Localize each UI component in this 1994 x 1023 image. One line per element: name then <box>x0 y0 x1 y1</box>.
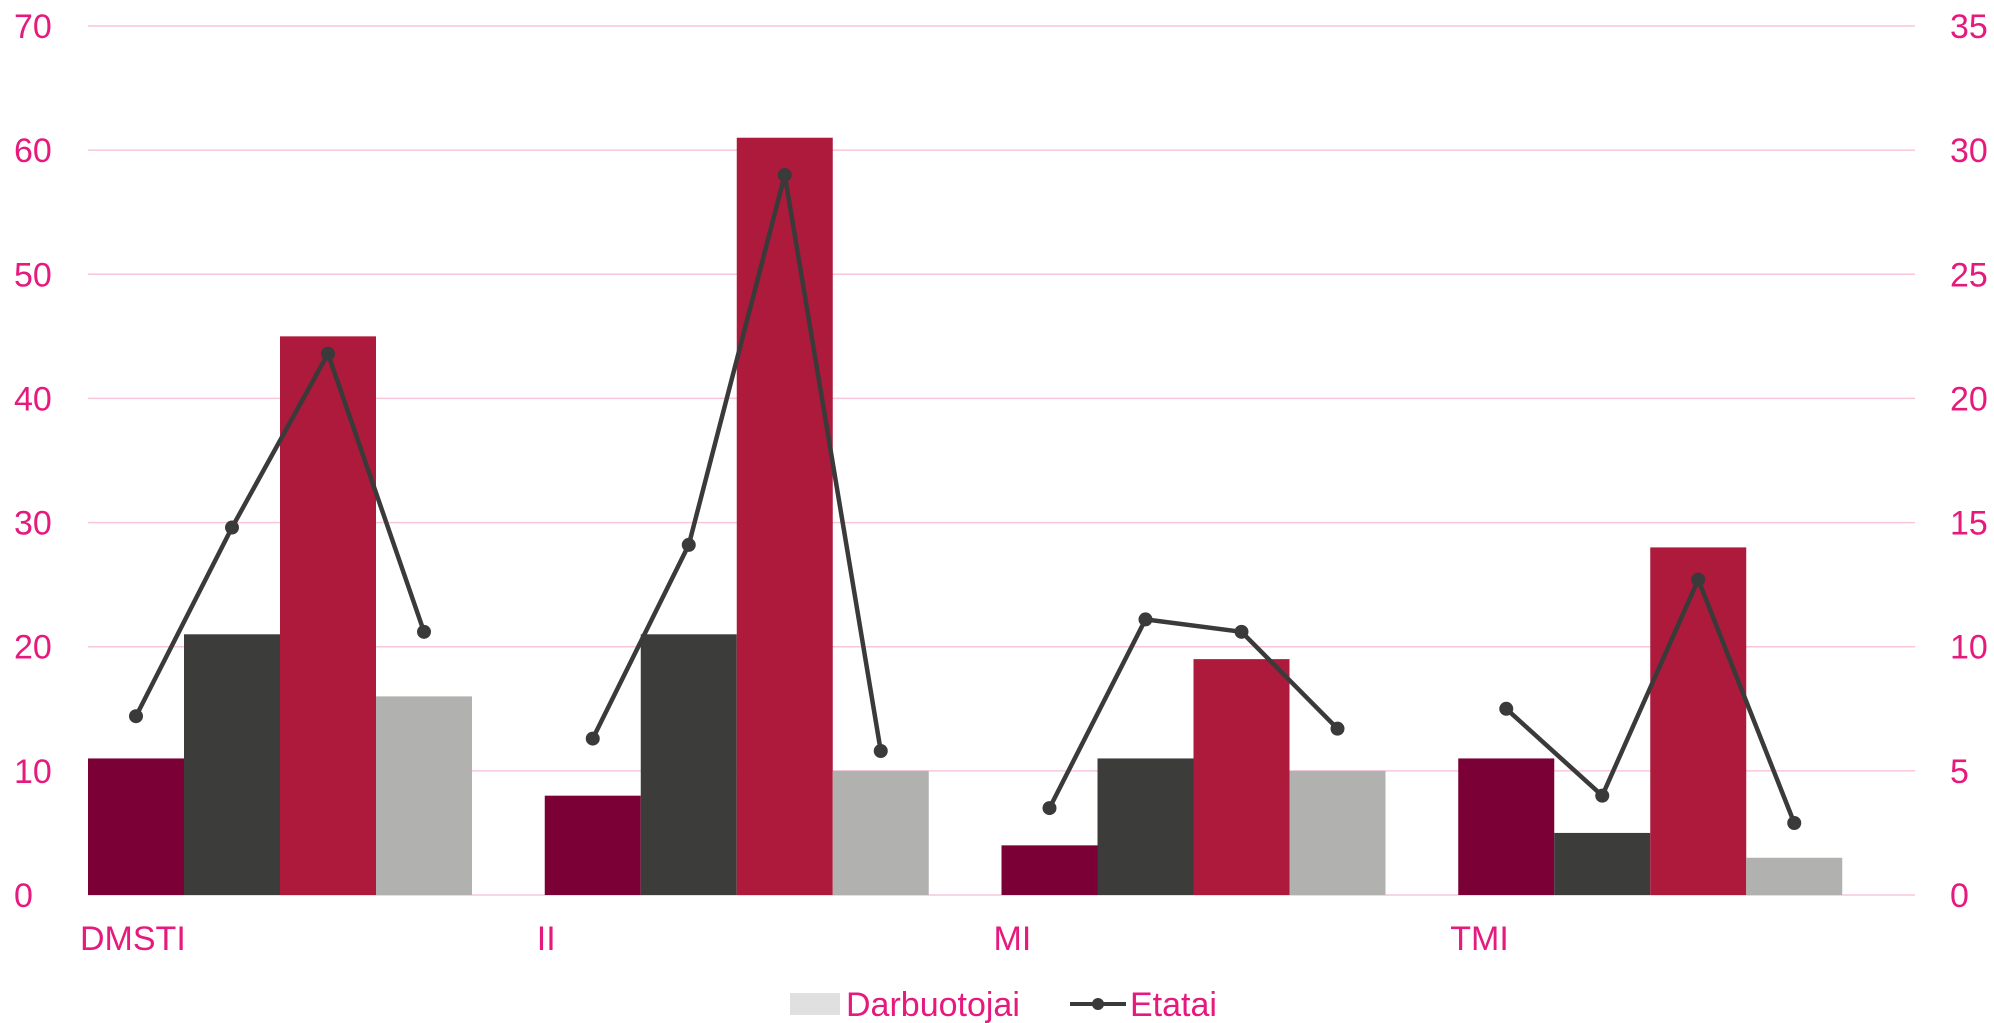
x-axis-categories: DMSTI II MI TMI <box>80 920 1509 958</box>
etatai-point <box>1138 612 1153 627</box>
y-left-tick-label: 70 <box>14 8 52 46</box>
etatai-point <box>1042 801 1057 816</box>
etatai-point <box>1691 572 1706 587</box>
etatai-point <box>1787 815 1802 830</box>
etatai-point <box>321 346 335 361</box>
y-right-tick-label: 5 <box>1950 753 1969 791</box>
etatai-point <box>1330 721 1345 736</box>
bar-ii-4 <box>832 770 929 895</box>
x-category-label-mi: MI <box>994 920 1032 958</box>
bar-mi-3 <box>1193 659 1290 895</box>
legend-label-darbuotojai: Darbuotojai <box>846 986 1020 1023</box>
y-axis-right: 0 5 10 15 20 25 30 35 <box>1950 8 1988 915</box>
legend: Darbuotojai Etatai <box>790 986 1217 1023</box>
y-right-tick-label: 20 <box>1950 380 1988 418</box>
etatai-line-ii <box>590 172 883 752</box>
y-left-tick-label: 20 <box>14 629 52 667</box>
bar-ii-3 <box>736 137 833 895</box>
etatai-point <box>681 537 696 552</box>
bar-tmi-1 <box>1458 758 1555 895</box>
etatai-line-mi <box>1047 617 1340 810</box>
y-right-tick-label: 0 <box>1950 877 1969 915</box>
etatai-point <box>777 167 792 182</box>
etatai-point <box>225 520 239 535</box>
bar-tmi-3 <box>1650 547 1747 895</box>
bar-tmi-2 <box>1554 832 1651 895</box>
etatai-point <box>1499 701 1514 716</box>
y-left-tick-label: 60 <box>14 132 52 170</box>
bar-mi-2 <box>1097 758 1194 895</box>
y-left-tick-label: 30 <box>14 505 52 543</box>
bar-dmsti-1 <box>88 758 184 895</box>
etatai-point <box>129 709 143 724</box>
etatai-point <box>1595 788 1610 803</box>
etatai-point <box>585 731 600 746</box>
legend-swatch-darbuotojai <box>790 993 840 1015</box>
bar-ii-1 <box>544 795 641 895</box>
bar-mi-4 <box>1289 770 1386 895</box>
etatai-point <box>873 743 888 758</box>
y-right-tick-label: 15 <box>1950 505 1988 543</box>
x-category-label-dmsti: DMSTI <box>80 920 186 958</box>
x-category-label-ii: II <box>537 920 556 958</box>
bar-dmsti-3 <box>280 336 376 895</box>
bar-dmsti-4 <box>376 696 472 895</box>
y-right-tick-label: 10 <box>1950 629 1988 667</box>
y-right-tick-label: 30 <box>1950 132 1988 170</box>
y-left-tick-label: 50 <box>14 256 52 294</box>
bar-dmsti-2 <box>184 634 280 895</box>
bars <box>88 137 1843 895</box>
y-left-tick-label: 40 <box>14 380 52 418</box>
bar-mi-1 <box>1001 845 1098 895</box>
bar-tmi-4 <box>1746 857 1843 895</box>
etatai-line-tmi <box>1504 577 1797 824</box>
x-category-label-tmi: TMI <box>1450 920 1509 958</box>
legend-swatch-etatai-marker <box>1092 998 1104 1010</box>
y-right-tick-label: 35 <box>1950 8 1988 46</box>
etatai-line-dmsti <box>133 351 427 718</box>
etatai-point <box>1234 624 1249 639</box>
bar-ii-2 <box>640 634 737 895</box>
y-left-tick-label: 0 <box>14 877 33 915</box>
y-right-tick-label: 25 <box>1950 256 1988 294</box>
legend-label-etatai: Etatai <box>1130 986 1217 1023</box>
y-axis-left: 0 10 20 30 40 50 60 70 <box>14 8 52 915</box>
y-left-tick-label: 10 <box>14 753 52 791</box>
etatai-point <box>417 624 431 639</box>
etatai-line-series <box>129 167 1802 830</box>
